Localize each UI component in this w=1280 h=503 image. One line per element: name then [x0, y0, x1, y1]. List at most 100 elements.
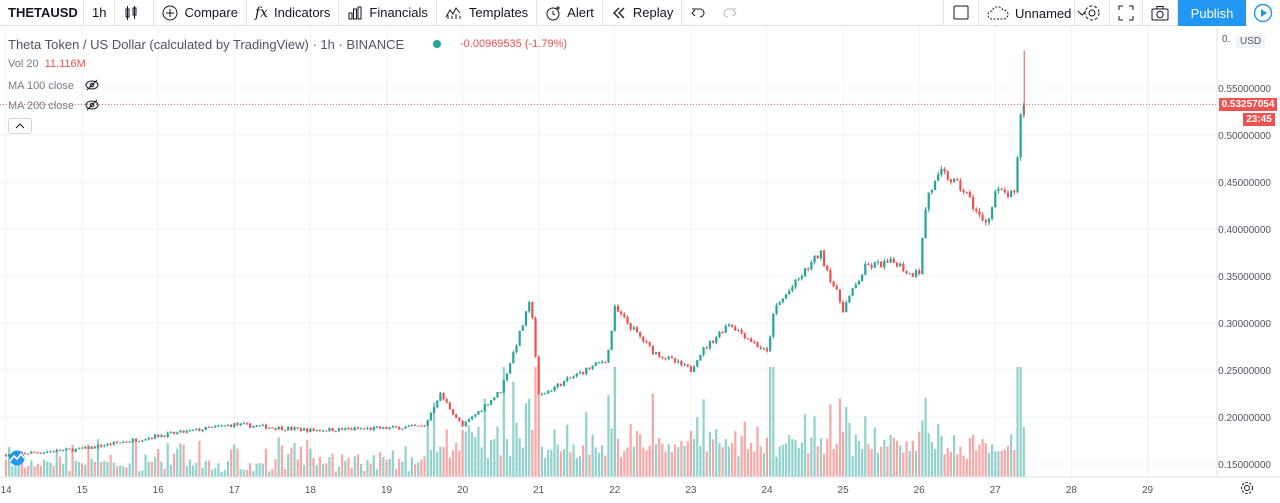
volume-bar: [4, 459, 8, 477]
volume-bar: [131, 440, 134, 477]
undo-icon: [690, 5, 706, 21]
ma200-legend[interactable]: MA 200 close: [8, 99, 99, 112]
fullscreen-layout-button[interactable]: [943, 0, 979, 26]
candle-body: [540, 393, 543, 395]
volume-bar: [210, 469, 214, 477]
volume-bar: [724, 439, 727, 477]
volume-bar: [23, 467, 27, 477]
candle-body: [157, 434, 160, 438]
volume-bar: [1013, 450, 1016, 477]
candle-body: [280, 426, 283, 431]
templates-button[interactable]: Templates: [437, 0, 538, 26]
candle-body: [23, 452, 27, 454]
candle-body: [61, 449, 65, 451]
candle-body: [781, 298, 784, 303]
alert-button[interactable]: Alert: [537, 0, 603, 26]
candle-body: [705, 347, 708, 349]
volume-bar: [394, 469, 398, 477]
snapshot-button[interactable]: [1143, 0, 1178, 26]
ma100-legend[interactable]: MA 100 close: [8, 79, 99, 92]
interval-button[interactable]: 1h: [84, 0, 116, 26]
candle-body: [962, 190, 965, 192]
volume-bar: [461, 429, 464, 477]
volume-bar: [861, 448, 864, 477]
candle-body: [886, 260, 889, 263]
volume-bar: [271, 469, 274, 477]
candle-body: [816, 255, 819, 259]
redo-button[interactable]: [714, 0, 746, 26]
compare-button[interactable]: Compare: [154, 0, 247, 26]
volume-bar: [1003, 449, 1006, 477]
candle-body: [207, 426, 211, 428]
symbol-label: THETAUSD: [8, 5, 78, 20]
candle-body: [239, 423, 242, 426]
volume-bar: [743, 421, 746, 477]
volume-bar: [467, 425, 471, 477]
volume-bar: [33, 466, 36, 477]
candle-body: [141, 440, 144, 442]
axis-settings-button[interactable]: [1240, 481, 1254, 495]
collapse-legend-button[interactable]: [8, 118, 32, 134]
candle-body: [201, 429, 204, 432]
volume-legend[interactable]: Vol 20 11.116M: [8, 58, 86, 70]
candle-body: [420, 425, 423, 427]
candle-body: [372, 427, 375, 430]
undo-button[interactable]: [682, 0, 714, 26]
volume-bar: [553, 429, 556, 477]
volume-bar: [486, 457, 490, 477]
candle-body: [1003, 189, 1006, 193]
volume-bar: [908, 450, 911, 477]
volume-bar: [483, 398, 486, 477]
indicators-button[interactable]: fx Indicators: [247, 0, 340, 26]
candle-body: [921, 238, 924, 275]
symbol-search-button[interactable]: THETAUSD: [0, 0, 84, 26]
layout-select-button[interactable]: Unnamed: [979, 0, 1087, 26]
financials-button[interactable]: Financials: [339, 0, 437, 26]
publish-button[interactable]: Publish: [1178, 0, 1246, 26]
candle-body: [182, 430, 185, 433]
bar-countdown-tag: 23:45: [1243, 113, 1275, 127]
volume-bar: [629, 424, 632, 477]
eye-hidden-icon[interactable]: [85, 79, 99, 91]
volume-bar: [182, 444, 185, 477]
currency-label[interactable]: USD: [1236, 35, 1266, 48]
tradingview-logo[interactable]: [6, 450, 28, 466]
play-button[interactable]: [1246, 0, 1280, 26]
candle-body: [448, 402, 452, 410]
candle-body: [27, 453, 30, 455]
volume-bar: [534, 367, 537, 477]
volume-bar: [502, 367, 505, 477]
volume-bar: [347, 457, 350, 477]
candle-body: [959, 180, 962, 191]
volume-bar: [328, 457, 331, 477]
volume-bar: [169, 465, 172, 477]
bar-chart-icon: [347, 5, 363, 21]
camera-icon: [1151, 5, 1169, 21]
fullscreen-button[interactable]: [1110, 0, 1143, 26]
candle-body: [829, 270, 832, 282]
volume-bar: [426, 421, 429, 477]
candle-body: [680, 361, 683, 366]
candle-body: [417, 425, 420, 427]
candle-body: [451, 409, 455, 415]
volume-bar: [306, 440, 309, 477]
settings-button[interactable]: [1075, 0, 1110, 26]
volume-bar: [344, 460, 347, 477]
replay-button[interactable]: Replay: [603, 0, 683, 26]
volume-bar: [366, 460, 369, 477]
candle-body: [772, 313, 775, 337]
candle-body: [984, 220, 987, 223]
eye-hidden-icon[interactable]: [85, 99, 99, 111]
candle-body: [692, 366, 696, 372]
price-chart[interactable]: 0.55000000 0.50000000 0.45000000 0.40000000…: [0, 27, 1280, 503]
chart-type-button[interactable]: [115, 0, 155, 26]
toolbar-right: Unnamed Publish: [943, 0, 1280, 26]
volume-bar: [350, 467, 353, 477]
replay-label: Replay: [632, 5, 674, 20]
volume-bar: [65, 448, 68, 477]
volume-bar: [214, 467, 217, 477]
volume-bar: [949, 451, 953, 477]
price-tick-label: 0.20000000: [1218, 413, 1271, 424]
candle-body: [648, 341, 651, 346]
volume-bar: [30, 460, 33, 477]
